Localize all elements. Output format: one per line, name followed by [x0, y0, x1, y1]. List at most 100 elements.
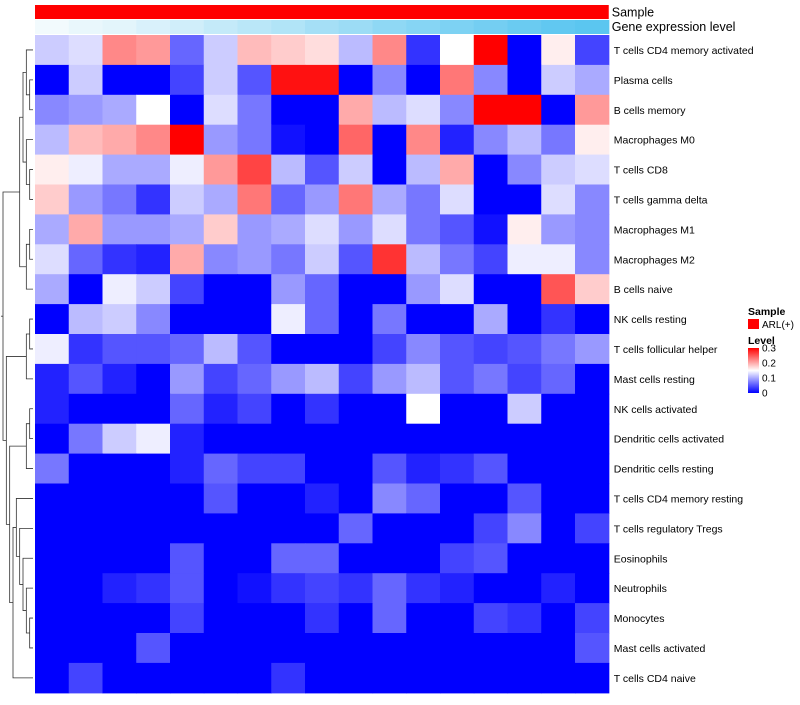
heatmap-cell — [440, 543, 475, 574]
heatmap-cell — [102, 513, 137, 544]
heatmap-cell — [507, 513, 542, 544]
heatmap-cell — [237, 94, 272, 126]
heatmap-cell — [237, 633, 272, 664]
heatmap-cell — [440, 483, 475, 514]
heatmap-cell — [170, 184, 205, 215]
heatmap-cell — [473, 184, 509, 215]
heatmap-cell — [102, 543, 137, 574]
heatmap-cell — [136, 393, 171, 425]
heatmap-cell — [440, 573, 475, 604]
heatmap-cell — [406, 662, 441, 694]
heatmap-cell — [406, 124, 441, 156]
heatmap-cell — [305, 124, 340, 156]
heatmap-cell — [271, 662, 306, 694]
heatmap-cell — [507, 154, 542, 186]
heatmap-cell — [473, 334, 509, 365]
heatmap-cell — [473, 483, 509, 514]
heatmap-cell — [237, 363, 272, 395]
heatmap-cell — [507, 304, 542, 335]
heatmap-cell — [406, 393, 441, 425]
heatmap-cell — [541, 603, 576, 634]
heatmap-cell — [102, 603, 137, 634]
heatmap-cell — [68, 393, 104, 425]
heatmap-cell — [406, 483, 441, 514]
dendrogram-branch — [22, 557, 33, 611]
heatmap-cell — [372, 124, 407, 156]
legend-level-tick: 0.1 — [762, 374, 776, 385]
heatmap-cell — [170, 453, 205, 485]
heatmap-cell — [305, 64, 340, 96]
heatmap-cell — [237, 662, 272, 694]
heatmap-cell — [406, 513, 441, 544]
row-label: Monocytes — [614, 613, 665, 625]
heatmap-cell — [575, 453, 610, 485]
heatmap-cell — [305, 154, 340, 186]
heatmap-cell — [102, 94, 137, 126]
heatmap-cell — [170, 124, 205, 156]
heatmap-cell — [473, 154, 509, 186]
heatmap-cell — [305, 35, 340, 66]
heatmap-cell — [170, 214, 205, 245]
gene-expression-cell — [170, 20, 205, 34]
heatmap-cell — [507, 274, 542, 305]
heatmap-cell — [541, 94, 576, 126]
heatmap-cell — [372, 214, 407, 245]
heatmap-cell — [372, 662, 407, 694]
row-label: T cells CD4 memory activated — [614, 45, 754, 57]
heatmap-cell — [541, 662, 576, 694]
heatmap-cell — [338, 363, 374, 395]
heatmap-cell — [102, 184, 137, 215]
heatmap-cell — [271, 184, 306, 215]
row-label: B cells memory — [614, 105, 687, 117]
heatmap-cell — [305, 513, 340, 544]
heatmap-cell — [271, 513, 306, 544]
heatmap-cell — [507, 483, 542, 514]
heatmap-cell — [203, 64, 239, 96]
heatmap-cell — [372, 274, 407, 305]
heatmap-cell — [575, 244, 610, 275]
heatmap-cell — [372, 573, 407, 604]
heatmap-cell — [136, 304, 171, 335]
heatmap-cell — [68, 304, 104, 335]
heatmap-cell — [473, 453, 509, 485]
gene-expression-cell — [406, 20, 441, 34]
heatmap-cell — [102, 64, 137, 96]
heatmap-cell — [575, 393, 610, 425]
heatmap-cell — [102, 662, 137, 694]
heatmap-cell — [237, 214, 272, 245]
heatmap-cell — [136, 513, 171, 544]
heatmap-cell — [68, 483, 104, 514]
gene-expression-cell — [305, 20, 340, 34]
heatmap-cell — [68, 603, 104, 634]
heatmap-cell — [136, 124, 171, 156]
heatmap-cell — [68, 274, 104, 305]
heatmap-cell — [338, 483, 374, 514]
row-label: Mast cells activated — [614, 643, 706, 655]
heatmap-cell — [136, 184, 171, 215]
dendrogram-branch — [29, 79, 33, 111]
heatmap-cell — [271, 543, 306, 574]
heatmap-cell — [440, 94, 475, 126]
heatmap-cell — [372, 513, 407, 544]
heatmap-cell — [203, 154, 239, 186]
dendrogram-branch — [29, 408, 33, 440]
heatmap-cell — [541, 154, 576, 186]
dendrogram-branch — [29, 169, 33, 200]
heatmap-cell — [203, 543, 239, 574]
heatmap-cell — [35, 244, 70, 275]
heatmap-cell — [372, 423, 407, 455]
gene-expression-annotation-label: Gene expression level — [612, 20, 736, 34]
row-label: T cells follicular helper — [614, 344, 718, 356]
heatmap-cell — [440, 662, 475, 694]
heatmap-cell — [372, 483, 407, 514]
dendrogram-branch — [19, 527, 33, 585]
heatmap-cell — [203, 274, 239, 305]
heatmap-cell — [440, 633, 475, 664]
heatmap-cell — [338, 274, 374, 305]
heatmap-cell — [237, 393, 272, 425]
heatmap-cell — [338, 662, 374, 694]
heatmap-cell — [440, 393, 475, 425]
heatmap-cell — [372, 363, 407, 395]
heatmap-cell — [203, 304, 239, 335]
heatmap-cell — [372, 64, 407, 96]
